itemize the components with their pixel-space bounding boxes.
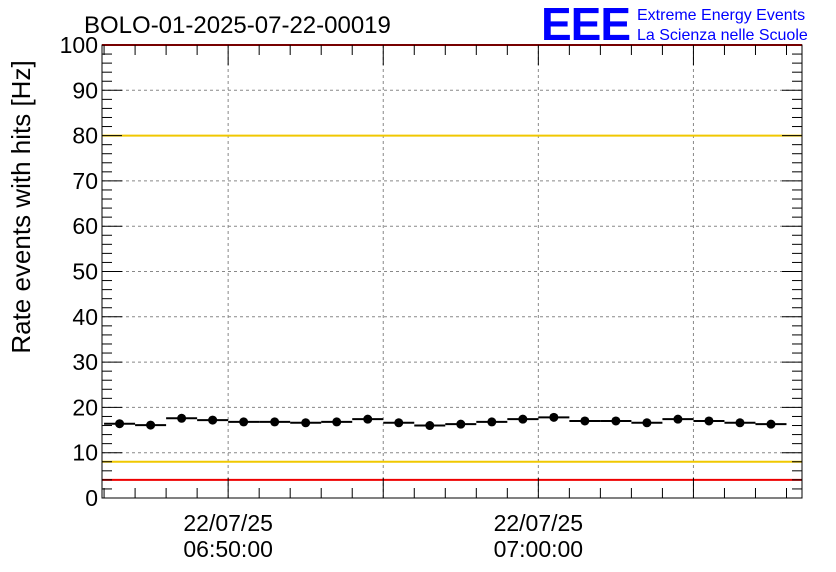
data-point: [518, 414, 528, 424]
data-point: [549, 412, 559, 422]
x-tick-label-time: 07:00:00: [494, 536, 584, 562]
data-point: [766, 419, 776, 429]
x-tick-label-time: 06:50:00: [183, 536, 273, 562]
eee-logo: EEE Extreme Energy Events La Scienza nel…: [541, 0, 808, 50]
axes: [101, 44, 803, 499]
data-point: [735, 418, 745, 428]
logo-line-1: Extreme Energy Events: [637, 7, 805, 24]
y-tick-label: 90: [72, 77, 98, 103]
data-point: [270, 417, 280, 427]
data-point: [146, 420, 156, 430]
data-point: [673, 414, 683, 424]
y-tick-label: 20: [72, 394, 98, 420]
x-tick-label-date: 22/07/25: [183, 510, 273, 536]
data-point: [177, 413, 187, 423]
data-point: [704, 416, 714, 426]
chart-title: BOLO-01-2025-07-22-00019: [84, 12, 391, 39]
y-tick-label: 50: [72, 259, 98, 285]
data-point: [456, 419, 466, 429]
data-point: [301, 418, 311, 428]
data-point: [611, 416, 621, 426]
data-point: [487, 417, 497, 427]
data-point: [642, 418, 652, 428]
y-tick-label: 80: [72, 123, 98, 149]
data-point: [115, 419, 125, 429]
y-tick-label: 30: [72, 349, 98, 375]
data-point: [208, 415, 218, 425]
y-tick-label: 40: [72, 304, 98, 330]
data-point: [394, 418, 404, 428]
logo-text: EEE: [541, 0, 630, 50]
reference-lines: [102, 44, 802, 481]
y-tick-label: 10: [72, 440, 98, 466]
data-point: [425, 421, 435, 431]
y-axis-label: Rate events with hits [Hz]: [6, 60, 36, 353]
data-point: [239, 417, 249, 427]
data-point: [332, 417, 342, 427]
x-tick-label-date: 22/07/25: [494, 510, 584, 536]
logo-line-2: La Scienza nelle Scuole: [637, 27, 808, 44]
data-series: [104, 412, 787, 431]
y-tick-label: 0: [85, 485, 98, 511]
data-point: [363, 414, 373, 424]
y-tick-label: 70: [72, 168, 98, 194]
tick-labels: 010203040506070809010022/07/2506:50:0022…: [60, 32, 583, 562]
y-tick-label: 60: [72, 213, 98, 239]
y-tick-label: 100: [60, 32, 98, 58]
grid: [102, 45, 802, 498]
data-point: [580, 416, 590, 426]
